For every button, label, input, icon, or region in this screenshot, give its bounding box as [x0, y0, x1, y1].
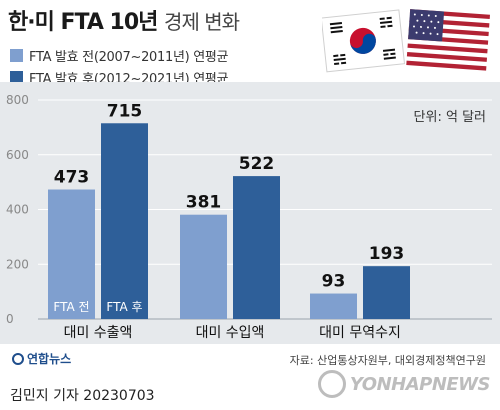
- data-label: 473: [54, 168, 90, 188]
- data-label: 715: [107, 101, 143, 121]
- bar: [180, 214, 227, 319]
- usa-flag-icon: [406, 9, 491, 71]
- legend-swatch-after: [10, 70, 23, 84]
- data-label: 193: [369, 244, 405, 264]
- title-block: 한·미 FTA 10년 경제 변화: [8, 4, 240, 36]
- bar-inner-label: FTA 후: [106, 300, 142, 314]
- legend-item-before: FTA 발효 전(2007~2011년) 연평균: [10, 44, 229, 66]
- author-credit: 김민지 기자 20230703: [10, 388, 155, 404]
- data-label: 381: [186, 193, 222, 213]
- bar-inner-label: FTA 전: [53, 300, 89, 314]
- data-label: 522: [239, 154, 275, 174]
- watermark-ring-icon: [317, 370, 346, 398]
- flags-illustration: [322, 9, 491, 73]
- bar: [363, 266, 410, 319]
- unit-label: 단위: 억 달러: [413, 110, 486, 125]
- y-tick-label: 800: [6, 93, 29, 107]
- yonhap-logo: 연합뉴스: [12, 350, 71, 367]
- watermark-text: YONHAPNEWS: [349, 373, 491, 395]
- watermark: YONHAPNEWS: [317, 370, 491, 398]
- legend-label-before: FTA 발효 전(2007~2011년) 연평균: [29, 49, 229, 65]
- chart-title: 한·미 FTA 10년 경제 변화: [8, 4, 240, 36]
- source-note: 자료: 산업통상자원부, 대외경제정책연구원: [289, 354, 486, 367]
- bar: [233, 176, 280, 319]
- x-category-label: 대미 수입액: [196, 325, 265, 341]
- logo-mark-icon: [12, 352, 24, 365]
- chart-title-main: 한·미 FTA 10년: [8, 10, 158, 35]
- x-category-label: 대미 수출액: [64, 325, 133, 341]
- legend-swatch-before: [10, 48, 23, 62]
- y-tick-label: 200: [6, 257, 29, 271]
- x-category-label: 대미 무역수지: [319, 325, 401, 341]
- korea-flag-icon: [322, 9, 406, 73]
- y-tick-label: 600: [6, 148, 29, 162]
- chart-title-sub: 경제 변화: [164, 10, 240, 34]
- bar: [48, 189, 95, 319]
- logo-text: 연합뉴스: [27, 352, 72, 366]
- bar: [101, 123, 148, 319]
- data-label: 93: [322, 272, 346, 292]
- y-tick-label: 0: [6, 312, 14, 326]
- bar: [310, 293, 357, 319]
- y-tick-label: 400: [6, 203, 29, 217]
- bar-chart: 0 200 400 600 800 473 FTA 전 715 FTA 후대미 수출액 381 52…: [6, 93, 492, 341]
